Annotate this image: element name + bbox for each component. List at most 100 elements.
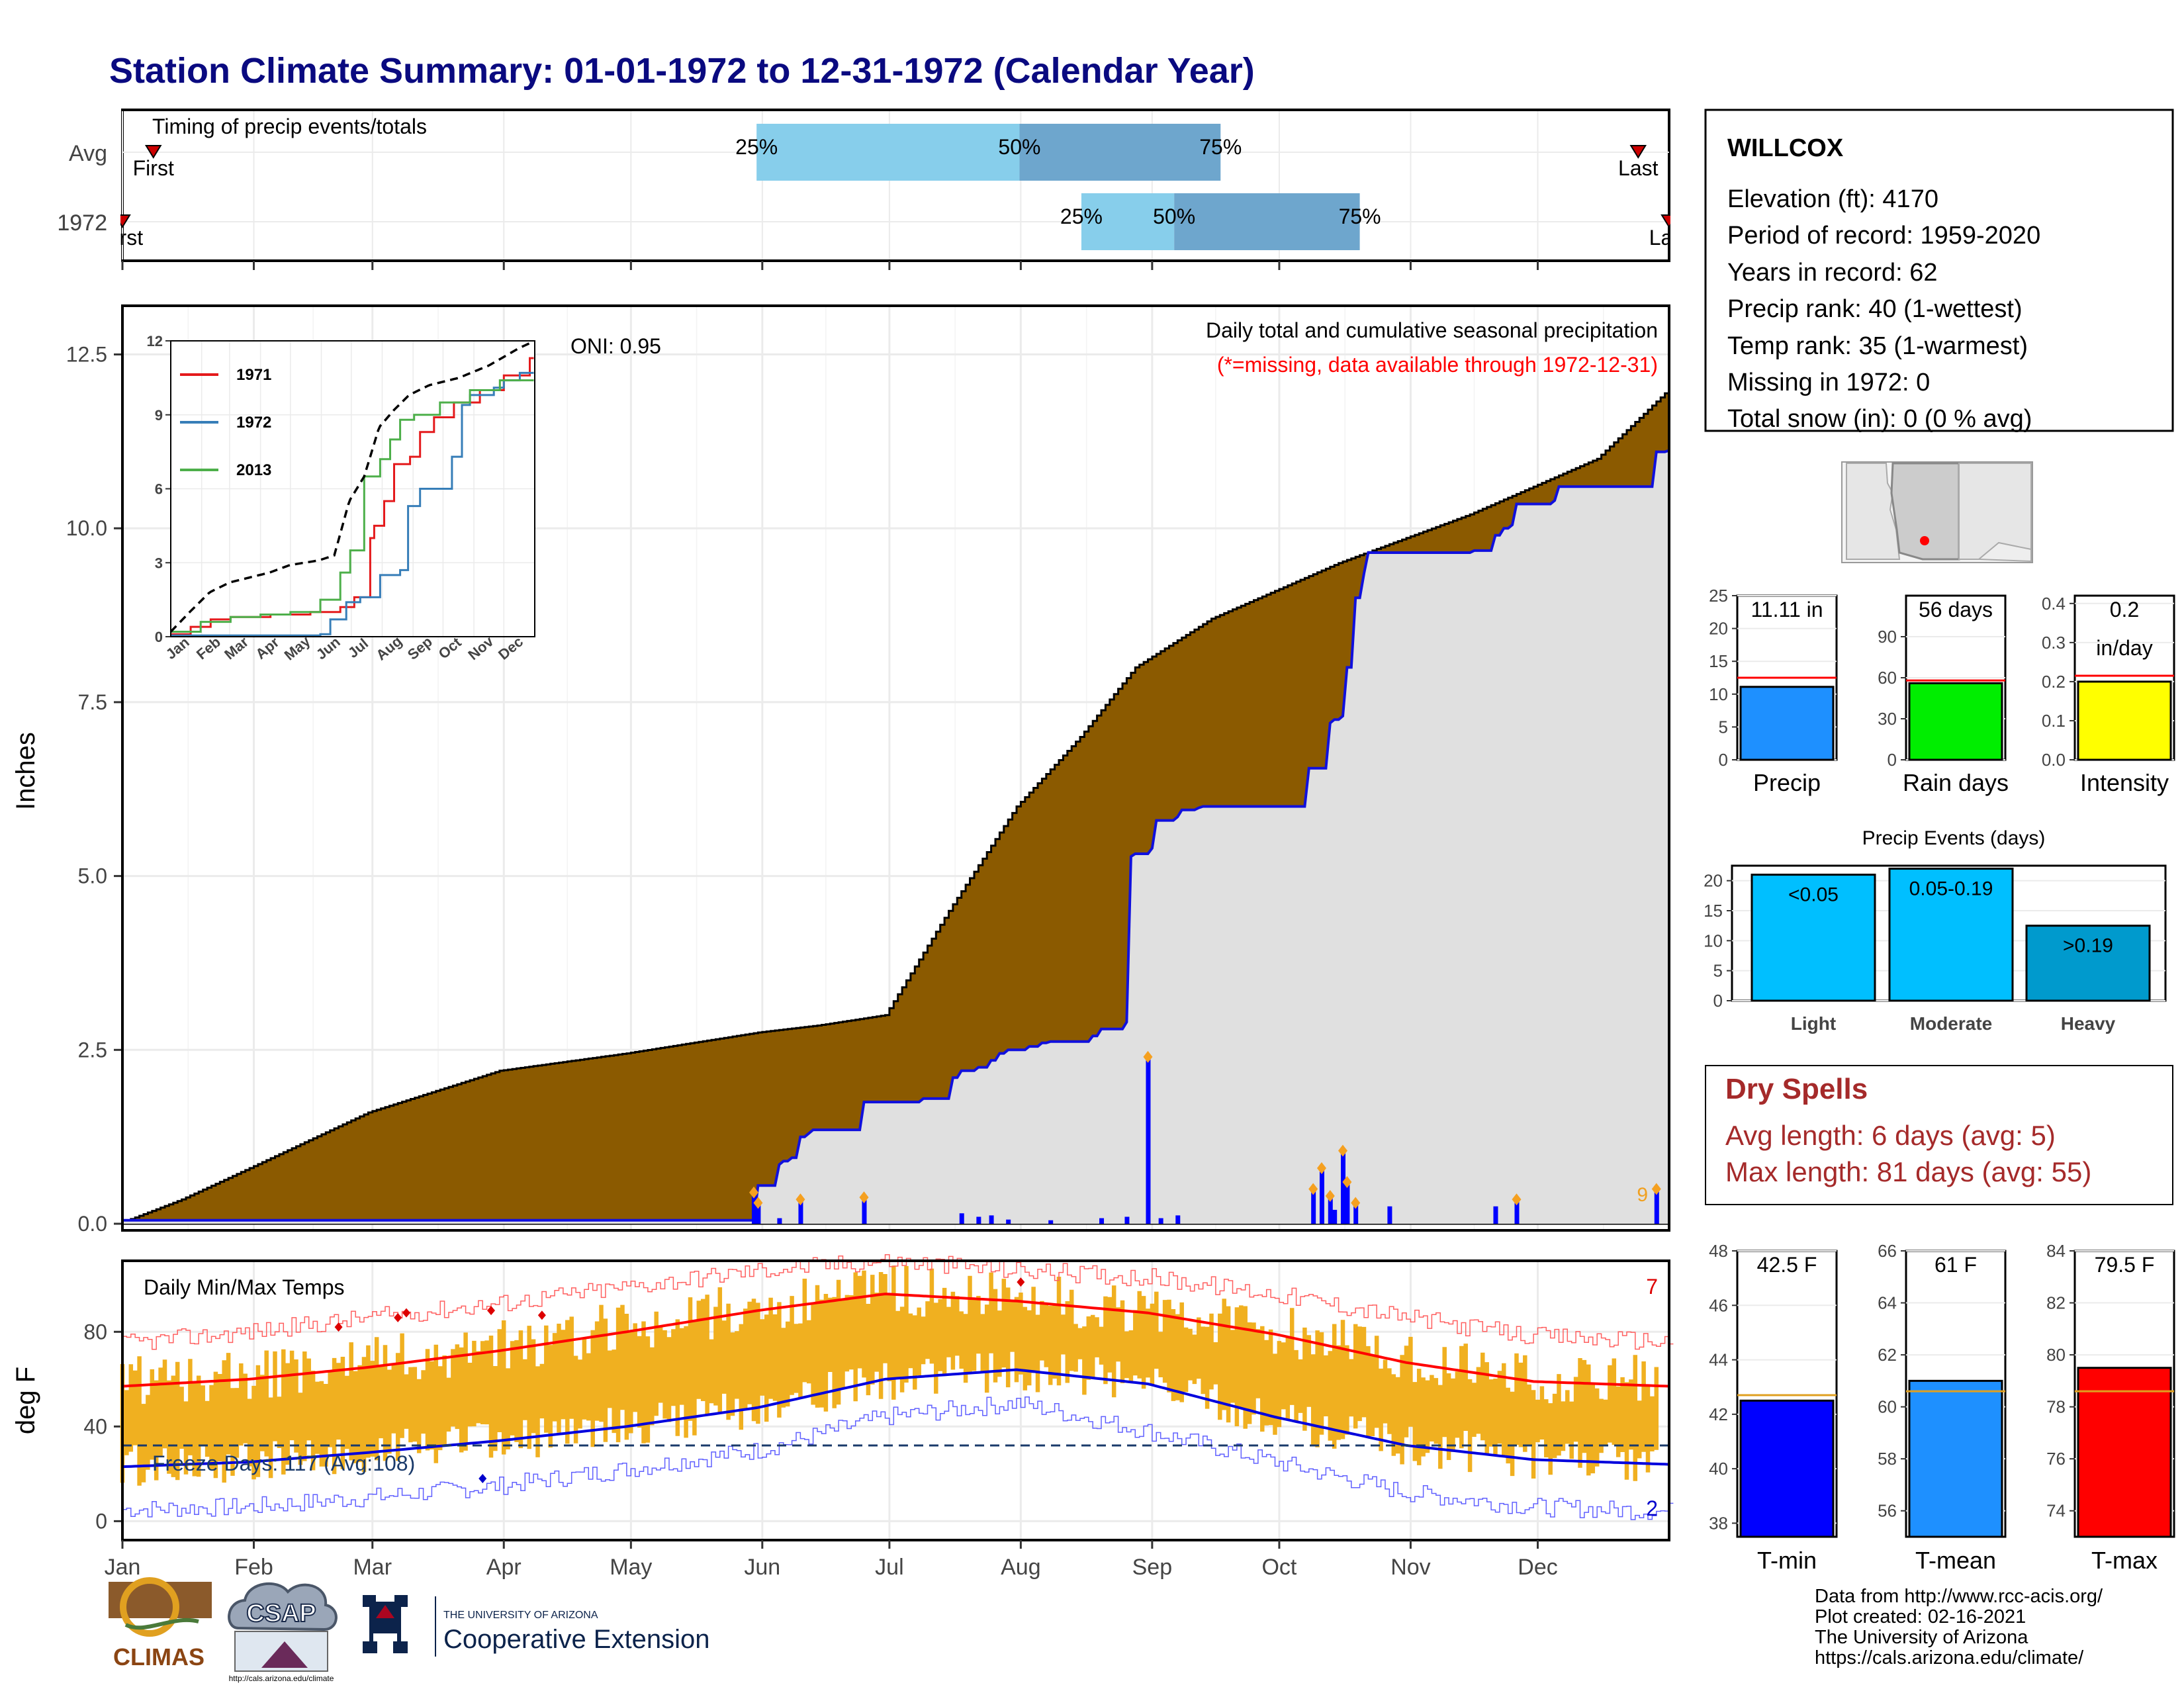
events-tick-label: 0: [1713, 991, 1723, 1011]
temp-bar-tick-label: 78: [2046, 1397, 2066, 1417]
stat-bar-tick-label: 90: [1878, 627, 1897, 647]
hot-days-count: 7: [1646, 1275, 1658, 1299]
precip-subtitle: Daily total and cumulative seasonal prec…: [1206, 318, 1658, 342]
daily-precip-bar: [752, 1192, 757, 1224]
temp-bar-tick-label: 62: [1878, 1345, 1897, 1365]
timing-bar-q1: [756, 124, 1020, 181]
month-label: Jan: [105, 1555, 141, 1580]
cold-days-count: 2: [1646, 1496, 1658, 1520]
month-label: Sep: [1132, 1555, 1173, 1580]
daily-precip-bar: [777, 1218, 782, 1224]
daily-precip-bar: [1493, 1206, 1498, 1224]
events-bar-heavy: [2025, 925, 2151, 1002]
dry-spells-title: Dry Spells: [1725, 1073, 1868, 1105]
temp-bar-label: T-min: [1757, 1547, 1817, 1574]
daily-precip-bar: [1311, 1189, 1316, 1224]
station-info: WILLCOX Elevation (ft): 4170 Period of r…: [1704, 109, 2174, 433]
dry-spells-max: Max length: 81 days (avg: 55): [1725, 1156, 2091, 1187]
heavy-precip-marker: [1338, 1144, 1347, 1157]
dry-spells-avg: Avg length: 6 days (avg: 5): [1725, 1120, 2056, 1151]
map-mexico: [1977, 541, 2032, 563]
stat-bar-tick-label: 0.1: [2042, 711, 2066, 731]
record-high-marker: [334, 1322, 343, 1332]
precip-end-marker: 9: [1637, 1184, 1648, 1206]
daily-precip-bar: [1332, 1209, 1338, 1224]
ua-logo: THE UNIVERSITY OF ARIZONA Cooperative Ex…: [363, 1595, 709, 1657]
daily-precip-bar: [1387, 1206, 1392, 1224]
station-location-marker: [1920, 536, 1929, 545]
footer-line-4: https://cals.arizona.edu/climate/: [1815, 1647, 2084, 1668]
precip-ytick-label: 7.5: [78, 690, 107, 714]
page-title: Station Climate Summary: 01-01-1972 to 1…: [109, 51, 1255, 91]
precip-ytick-label: 2.5: [78, 1038, 107, 1062]
heavy-precip-marker: [753, 1197, 763, 1209]
daily-precip-bar: [1319, 1167, 1324, 1224]
station-snow: Total snow (in): 0 (0 % avg): [1727, 405, 2032, 433]
footer-line-2: Plot created: 02-16-2021: [1815, 1606, 2026, 1627]
station-years: Years in record: 62: [1727, 259, 1938, 287]
record-min-line: [122, 1396, 1674, 1520]
heavy-precip-marker: [1651, 1183, 1661, 1195]
timing-bar-q2: [1174, 193, 1360, 250]
timing-label-50: 50%: [1153, 205, 1195, 228]
temp-bar-t-mean: [1908, 1379, 2003, 1538]
month-label: Apr: [486, 1555, 522, 1580]
ua-logo-small-text: THE UNIVERSITY OF ARIZONA: [443, 1610, 598, 1621]
timing-last-label: Last: [1618, 156, 1659, 180]
daily-precip-bar: [1146, 1056, 1151, 1224]
temp-bar-tick-label: 38: [1709, 1513, 1728, 1533]
month-label: Nov: [1390, 1555, 1430, 1580]
stat-bar-tick-label: 15: [1709, 651, 1728, 671]
temp-bar-tick-label: 56: [1878, 1501, 1897, 1521]
inset-legend: 1971 1972 2013: [180, 366, 271, 479]
heavy-precip-marker: [859, 1191, 869, 1204]
temp-ytick-label: 0: [95, 1509, 107, 1533]
timing-bar-q2: [1019, 124, 1221, 181]
precip-y-ticks: 0.0 2.5 5.0 7.5 10.0 12.5: [66, 343, 122, 1236]
cumulative-1972-fill: [122, 450, 1669, 1224]
precip-ytick-label: 10.0: [66, 516, 107, 540]
temp-bar-tick-label: 66: [1878, 1241, 1897, 1261]
station-stat-bars: 0 5 10 15 20 25 11.11 in Precip 0 30 60 90 56 days Ra…: [1709, 586, 2175, 796]
temp-bar-tick-label: 58: [1878, 1449, 1897, 1469]
station-missing: Missing in 1972: 0: [1727, 369, 1930, 396]
temp-grid: 0 40 80: [83, 1261, 1669, 1540]
events-category-label: Light: [1791, 1013, 1836, 1034]
csap-logo-mountain: [261, 1641, 308, 1668]
temp-panel: 0 40 80 Daily Min/Max Temps Freeze Days: 1…: [11, 1254, 1674, 1541]
station-frame: [1704, 109, 2174, 432]
ua-logo-big-text: Cooperative Extension: [443, 1625, 709, 1654]
events-tick-label: 15: [1704, 901, 1723, 921]
timing-bar-q1: [1081, 193, 1175, 250]
temp-bar-value-label: 42.5 F: [1757, 1253, 1817, 1277]
record-high-marker: [394, 1312, 402, 1322]
temp-bar-label: T-max: [2091, 1547, 2158, 1574]
temp-series: [120, 1254, 1674, 1520]
cumulative-1972-line: [122, 449, 1670, 1222]
month-label: Dec: [1518, 1555, 1557, 1580]
temp-bar-tick-label: 84: [2046, 1241, 2066, 1261]
temp-frame: [121, 1259, 1670, 1541]
timing-row-1972-label-top: 1972: [57, 210, 107, 236]
timing-label-75: 75%: [1199, 135, 1242, 159]
climas-logo: CLIMAS: [109, 1577, 212, 1670]
csap-logo-url: http://cals.arizona.edu/climate: [229, 1674, 334, 1683]
events-bar-label: <0.05: [1788, 884, 1839, 906]
timing-title: Timing of precip events/totals: [152, 114, 427, 138]
stat-bar-tick-label: 60: [1878, 668, 1897, 688]
inset-ytick-label: 6: [155, 481, 163, 498]
timing-first-label: First: [133, 156, 174, 180]
record-low-marker: [478, 1474, 487, 1484]
month-label: May: [610, 1555, 652, 1580]
footer-line-1: Data from http://www.rcc-acis.org/: [1815, 1586, 2103, 1607]
temp-bar-value-label: 79.5 F: [2095, 1253, 2155, 1277]
stat-bar-tick-label: 0.3: [2042, 633, 2066, 653]
stat-bar-tick-label: 0.4: [2042, 594, 2066, 614]
events-tick-label: 5: [1713, 961, 1723, 981]
logos: CLIMAS CSAP http://cals.arizona.edu/clim…: [109, 1577, 709, 1683]
station-temp-rank: Temp rank: 35 (1-warmest): [1727, 332, 2028, 360]
daily-precip-bar: [1654, 1189, 1659, 1224]
